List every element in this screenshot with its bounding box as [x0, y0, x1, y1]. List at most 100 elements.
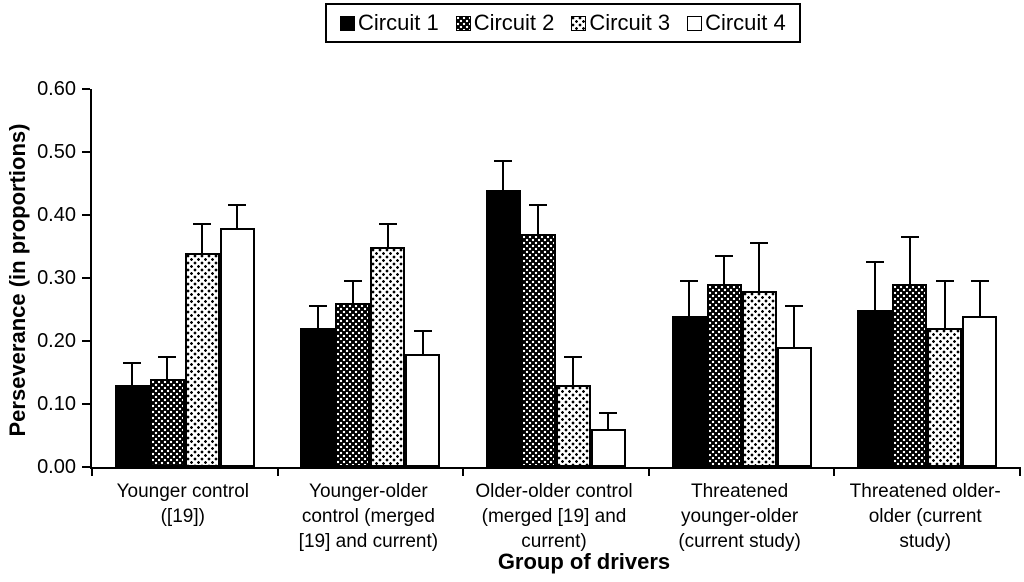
bar-circuit-4-group-3 — [590, 412, 626, 467]
error-bar-stem — [386, 223, 389, 249]
error-bar — [158, 355, 177, 381]
error-bar-cap — [158, 355, 177, 358]
error-bar — [750, 242, 769, 293]
y-tick-label: 0.60 — [37, 78, 76, 100]
error-bar — [865, 261, 884, 312]
bar-circuit-3-group-5 — [927, 280, 963, 467]
error-bar-stem — [978, 280, 981, 318]
error-bar — [343, 280, 362, 306]
error-bar — [123, 361, 142, 388]
error-bar-stem — [502, 160, 505, 192]
error-bar-cap — [865, 261, 884, 264]
bar-group-3 — [463, 160, 649, 467]
error-bar-stem — [201, 223, 204, 255]
error-bar — [900, 235, 919, 287]
y-axis-tick — [82, 277, 90, 279]
y-axis-tick — [82, 340, 90, 342]
error-bar-cap — [413, 330, 432, 333]
bar-circuit-2-group-5 — [892, 235, 928, 467]
error-bar-stem — [316, 305, 319, 331]
legend-item-3: Circuit 3 — [571, 12, 670, 34]
legend-item-1: Circuit 1 — [340, 12, 439, 34]
x-axis-tick — [1019, 467, 1021, 476]
legend-item-2: Circuit 2 — [455, 10, 555, 35]
y-tick-label: 0.50 — [37, 141, 76, 163]
error-bar-cap — [308, 305, 327, 308]
bar-circuit-3-group-4 — [741, 242, 777, 467]
bar-circuit-4-group-2 — [405, 330, 441, 467]
x-category-label-3: Older-older control (merged [19] and cur… — [475, 481, 633, 552]
light-dotted-square-icon — [571, 15, 587, 31]
legend-label: Circuit 3 — [589, 10, 671, 35]
x-axis-tick — [91, 467, 93, 476]
bar-circuit-4-group-4 — [776, 305, 812, 467]
bar-circuit-1-group-2 — [300, 305, 336, 467]
legend-label: Circuit 4 — [705, 10, 786, 35]
error-bar — [715, 254, 734, 287]
error-bar-stem — [236, 204, 239, 230]
error-bar — [494, 160, 513, 192]
legend-item-4: Circuit 4 — [687, 12, 786, 34]
error-bar-stem — [537, 204, 540, 236]
error-bar-cap — [785, 305, 804, 308]
bar-group-5 — [834, 235, 1020, 467]
error-bar-cap — [378, 223, 397, 226]
error-bar — [228, 204, 247, 230]
error-bar-stem — [688, 280, 691, 318]
error-bar-cap — [193, 223, 212, 226]
bar-circuit-1-group-3 — [485, 160, 521, 467]
error-bar — [935, 280, 954, 331]
x-axis-tick — [647, 467, 650, 476]
y-tick-label: 0.10 — [37, 393, 76, 415]
bar-circuit-3-group-3 — [555, 355, 591, 467]
x-category-label-4: Threatened younger-older (current study) — [678, 481, 801, 552]
error-bar-cap — [564, 355, 583, 358]
bar-circuit-2-group-1 — [149, 355, 185, 467]
error-bar-cap — [123, 361, 142, 364]
error-bar — [378, 223, 397, 249]
error-bar-cap — [494, 160, 513, 163]
error-bar-stem — [793, 305, 796, 350]
error-bar — [529, 204, 548, 236]
bar-circuit-2-group-4 — [706, 254, 742, 467]
x-category-label-1: Younger control ([19]) — [116, 481, 249, 527]
bar-circuit-2-group-2 — [335, 280, 371, 467]
error-bar-cap — [599, 412, 618, 415]
y-tick-label: 0.20 — [37, 330, 76, 352]
error-bar — [680, 280, 699, 318]
error-bar-cap — [970, 280, 989, 283]
bar-circuit-1-group-5 — [857, 261, 893, 467]
legend-label: Circuit 2 — [473, 10, 555, 35]
error-bar-stem — [908, 235, 911, 287]
error-bar-stem — [351, 280, 354, 306]
chart-legend: Circuit 1 Circuit 2 Circuit 3 Circuit 4 — [325, 3, 801, 43]
y-tick-label: 0.30 — [37, 267, 76, 289]
x-axis-title: Group of drivers — [497, 549, 671, 574]
bar-circuit-4-group-5 — [962, 280, 998, 467]
x-axis-tick — [276, 467, 279, 476]
bar-circuit-4-group-1 — [219, 204, 255, 467]
bar-group-2 — [278, 223, 464, 467]
error-bar-stem — [607, 412, 610, 432]
bar-circuit-3-group-1 — [184, 223, 220, 467]
error-bar-cap — [680, 280, 699, 283]
bar-group-4 — [649, 242, 835, 467]
error-bar — [413, 330, 432, 356]
error-bar-stem — [166, 355, 169, 381]
error-bar-cap — [750, 242, 769, 245]
error-bar — [785, 305, 804, 350]
error-bar-stem — [943, 280, 946, 331]
y-tick-label: 0.40 — [37, 204, 76, 226]
error-bar — [308, 305, 327, 331]
open-square-icon — [687, 15, 703, 31]
error-bar — [564, 355, 583, 388]
y-axis-tick — [82, 214, 90, 216]
y-axis-tick — [82, 88, 90, 90]
y-axis-tick — [82, 403, 90, 405]
x-axis-tick — [462, 467, 465, 476]
legend-label: Circuit 1 — [358, 10, 439, 35]
error-bar-stem — [723, 254, 726, 287]
error-bar-cap — [715, 254, 734, 257]
bar-circuit-3-group-2 — [370, 223, 406, 467]
